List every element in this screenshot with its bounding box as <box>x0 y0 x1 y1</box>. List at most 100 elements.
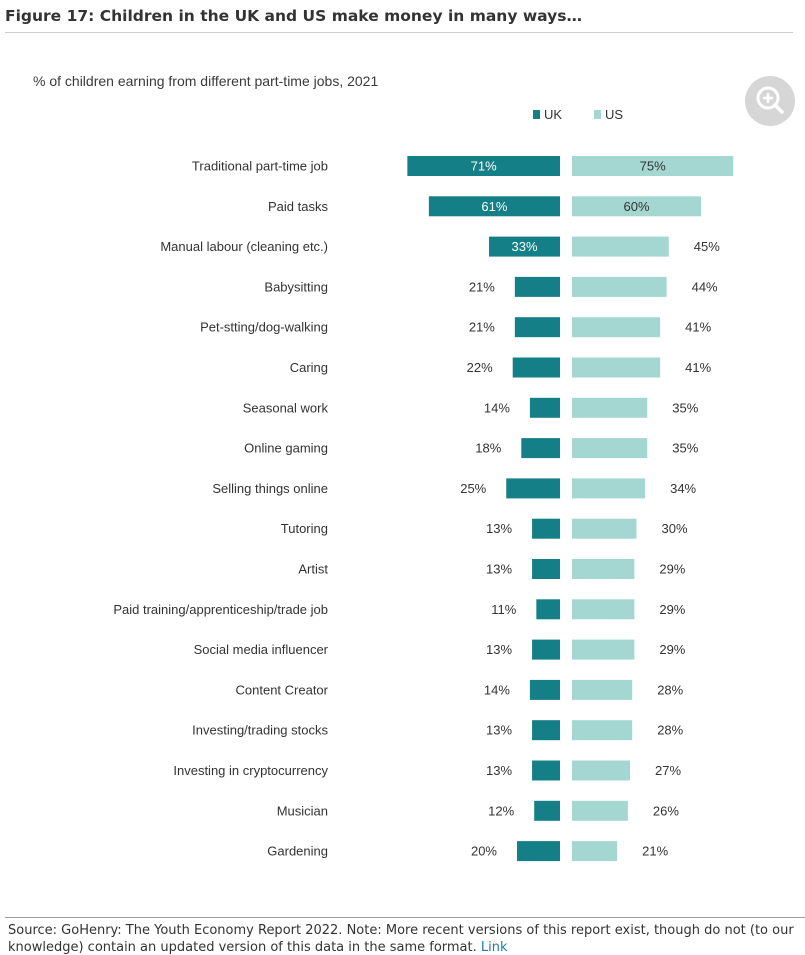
data-label-uk: 61% <box>481 199 507 214</box>
data-label-uk: 22% <box>467 360 493 375</box>
bar-uk <box>532 720 560 741</box>
data-label-us: 28% <box>657 682 683 697</box>
bar-us <box>572 156 734 176</box>
bar-us <box>572 438 648 459</box>
data-label-us: 29% <box>659 642 685 657</box>
category-label: Online gaming <box>244 441 328 456</box>
bar-uk <box>534 800 560 821</box>
title-divider <box>5 32 793 33</box>
bar-us <box>572 841 618 862</box>
bar-us <box>572 478 646 499</box>
data-label-us: 75% <box>640 159 666 174</box>
bar-us <box>572 559 635 579</box>
bar-us <box>572 357 661 378</box>
bar-us <box>572 720 633 741</box>
category-label: Caring <box>290 360 328 375</box>
category-label: Paid tasks <box>268 199 328 214</box>
data-label-us: 41% <box>685 360 711 375</box>
data-label-us: 35% <box>672 400 698 415</box>
data-label-us: 28% <box>657 723 683 738</box>
data-label-us: 21% <box>642 844 668 859</box>
data-label-us: 29% <box>659 562 685 577</box>
source-divider <box>5 917 805 918</box>
source-text: Source: GoHenry: The Youth Economy Repor… <box>8 923 794 955</box>
butterfly-bar-chart: UK US Traditional part-time job 71% 75% Paid … <box>113 107 734 862</box>
legend-label-uk: UK <box>544 107 562 122</box>
data-label-us: 34% <box>670 481 696 496</box>
data-label-us: 30% <box>662 521 688 536</box>
figure-title: Figure 17: Children in the UK and US mak… <box>5 7 582 25</box>
data-label-us: 35% <box>672 441 698 456</box>
bar-uk <box>514 276 560 297</box>
bar-us <box>572 518 637 539</box>
bar-uk <box>532 559 560 579</box>
bar-uk <box>532 518 560 539</box>
bar-uk <box>512 357 560 378</box>
bar-uk <box>529 397 560 418</box>
data-label-us: 41% <box>685 320 711 335</box>
bar-uk <box>489 236 560 257</box>
data-label-uk: 33% <box>512 239 538 254</box>
bar-us <box>572 236 669 257</box>
bar-us <box>572 317 661 338</box>
data-label-uk: 13% <box>486 521 512 536</box>
data-label-uk: 18% <box>475 441 501 456</box>
zoom-in-icon <box>756 86 784 114</box>
source-link[interactable]: Link <box>480 940 508 955</box>
category-label: Babysitting <box>264 279 328 294</box>
bar-us <box>572 397 648 418</box>
bar-uk <box>514 317 560 338</box>
bar-uk <box>521 438 560 459</box>
data-label-us: 60% <box>623 199 649 214</box>
bar-us <box>572 599 635 620</box>
category-label: Traditional part-time job <box>192 159 328 174</box>
data-label-uk: 11% <box>491 602 516 617</box>
legend-swatch-us <box>594 110 601 119</box>
bar-us <box>572 196 701 217</box>
data-label-us: 27% <box>655 763 681 778</box>
bar-uk <box>517 841 560 862</box>
category-label: Musician <box>277 803 328 818</box>
category-label: Tutoring <box>281 521 328 536</box>
category-label: Investing in cryptocurrency <box>173 763 328 778</box>
data-label-uk: 12% <box>488 803 514 818</box>
category-label: Content Creator <box>236 682 329 697</box>
data-label-us: 26% <box>653 803 679 818</box>
category-label: Investing/trading stocks <box>192 723 328 738</box>
bar-uk <box>407 156 560 176</box>
bar-us <box>572 679 633 700</box>
bar-uk <box>506 478 560 499</box>
category-label: Selling things online <box>212 481 328 496</box>
bar-uk <box>532 639 560 660</box>
bar-us <box>572 760 631 781</box>
bar-uk <box>428 196 560 217</box>
bar-uk <box>532 760 560 781</box>
bar-us <box>572 639 635 660</box>
category-label: Paid training/apprenticeship/trade job <box>113 602 328 617</box>
category-label: Social media influencer <box>194 642 329 657</box>
data-label-us: 29% <box>659 602 685 617</box>
category-label: Seasonal work <box>243 400 329 415</box>
data-label-uk: 71% <box>471 159 497 174</box>
data-label-uk: 13% <box>486 642 512 657</box>
data-label-uk: 14% <box>484 682 510 697</box>
data-label-us: 44% <box>692 279 718 294</box>
data-label-uk: 20% <box>471 844 497 859</box>
bar-uk <box>536 599 560 620</box>
category-label: Manual labour (cleaning etc.) <box>160 239 328 254</box>
bar-us <box>572 276 667 297</box>
category-label: Pet-stting/dog-walking <box>200 320 328 335</box>
bar-us <box>572 800 628 821</box>
data-label-uk: 21% <box>469 279 495 294</box>
data-label-uk: 13% <box>486 763 512 778</box>
category-label: Gardening <box>267 844 328 859</box>
data-label-uk: 14% <box>484 400 510 415</box>
legend-label-us: US <box>605 107 623 122</box>
bar-uk <box>529 679 560 700</box>
data-label-uk: 13% <box>486 562 512 577</box>
source-note: Source: GoHenry: The Youth Economy Repor… <box>8 922 805 955</box>
data-label-uk: 21% <box>469 320 495 335</box>
data-label-us: 45% <box>694 239 720 254</box>
legend-swatch-uk <box>533 110 540 119</box>
zoom-button[interactable] <box>745 76 795 126</box>
